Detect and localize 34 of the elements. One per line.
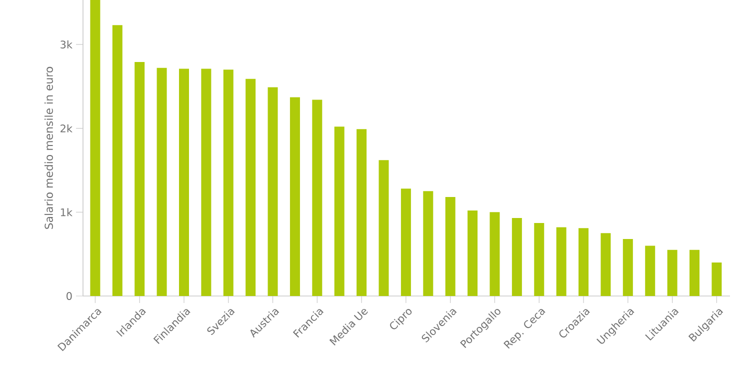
bar (622, 238, 633, 296)
bar (290, 97, 300, 296)
bar (578, 228, 589, 296)
bar (178, 68, 189, 296)
bar (112, 25, 122, 296)
bar (445, 197, 456, 296)
bar (312, 100, 322, 296)
bar (90, 0, 100, 296)
y-tick-label: 3k (60, 40, 72, 48)
bar (246, 78, 256, 296)
y-tick-label: 2k (60, 124, 72, 132)
bar (400, 188, 411, 296)
bar (334, 126, 344, 296)
bar (268, 87, 278, 296)
bar (356, 129, 367, 296)
bar (645, 246, 656, 296)
bar (556, 227, 566, 296)
y-axis-title: Salario medio mensile in euro (44, 66, 53, 229)
bar (490, 212, 500, 296)
bar (423, 191, 434, 296)
bar (378, 160, 389, 296)
bar (690, 250, 700, 296)
bar (667, 250, 678, 296)
bar (156, 68, 167, 296)
bar (134, 62, 145, 296)
bar (534, 223, 544, 296)
bar (468, 210, 478, 296)
bar (712, 262, 722, 296)
bar (201, 68, 212, 296)
bar (512, 218, 522, 296)
bar (600, 233, 611, 296)
y-tick-label: 0 (66, 292, 72, 300)
y-tick-label: 1k (60, 208, 72, 216)
bar (223, 70, 234, 296)
